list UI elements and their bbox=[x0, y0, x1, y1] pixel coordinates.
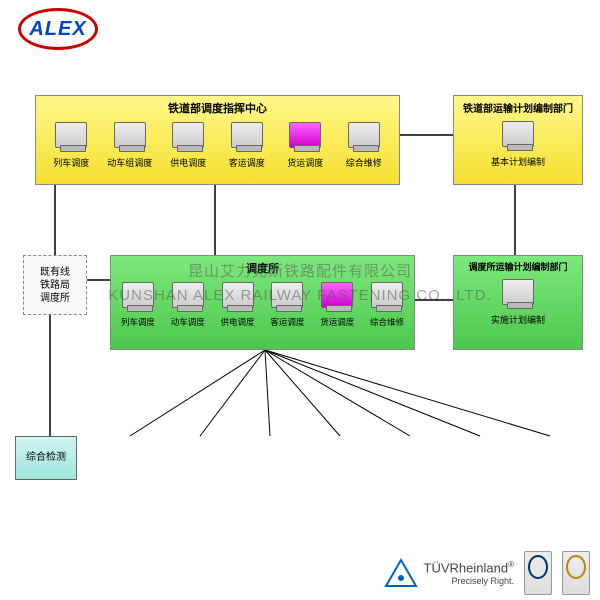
terminal-item: 供电调度 bbox=[163, 122, 213, 169]
terminal-item: 列车调度 bbox=[46, 122, 96, 169]
terminal-label: 列车调度 bbox=[121, 316, 155, 328]
terminal-label: 列车调度 bbox=[53, 156, 89, 169]
terminal-label: 货运调度 bbox=[287, 156, 323, 169]
tuv-logo: TÜVRheinland® Precisely Right. bbox=[384, 558, 514, 588]
monitor-icon bbox=[222, 282, 254, 308]
terminal-item: 实施计划编制 bbox=[493, 279, 543, 326]
terminal-label: 客运调度 bbox=[270, 316, 304, 328]
terminal-item: 客运调度 bbox=[265, 282, 309, 328]
tuv-main: TÜVRheinland bbox=[424, 561, 509, 576]
monitor-icon bbox=[114, 122, 146, 148]
footer-certifications: TÜVRheinland® Precisely Right. bbox=[384, 551, 590, 595]
mid-right-terminals: 实施计划编制 bbox=[454, 275, 582, 326]
terminal-item: 动车组调度 bbox=[105, 122, 155, 169]
top-dispatch-center-box: 铁道部调度指挥中心 列车调度 动车组调度 供电调度 客运调度 货运调度 综合维修 bbox=[35, 95, 400, 185]
existing-line-bureau-box: 既有线 铁路局 调度所 bbox=[23, 255, 87, 315]
terminal-label: 实施计划编制 bbox=[491, 313, 545, 326]
monitor-icon bbox=[231, 122, 263, 148]
bottom-node-box: 综合检测 bbox=[15, 436, 77, 480]
terminal-item: 客运调度 bbox=[222, 122, 272, 169]
top-right-title: 铁道部运输计划编制部门 bbox=[454, 96, 582, 117]
top-plan-dept-box: 铁道部运输计划编制部门 基本计划编制 bbox=[453, 95, 583, 185]
tuv-triangle-icon bbox=[384, 558, 418, 588]
mid-center-title: 调度所 bbox=[111, 256, 414, 278]
top-center-title: 铁道部调度指挥中心 bbox=[36, 96, 399, 118]
monitor-icon bbox=[289, 122, 321, 148]
monitor-icon bbox=[172, 282, 204, 308]
terminal-label: 客运调度 bbox=[229, 156, 265, 169]
mid-right-title: 调度所运输计划编制部门 bbox=[454, 256, 582, 275]
monitor-icon bbox=[122, 282, 154, 308]
terminal-item: 货运调度 bbox=[315, 282, 359, 328]
monitor-icon bbox=[172, 122, 204, 148]
monitor-icon bbox=[321, 282, 353, 308]
top-right-terminals: 基本计划编制 bbox=[454, 117, 582, 168]
terminal-label: 供电调度 bbox=[170, 156, 206, 169]
terminal-item: 动车调度 bbox=[166, 282, 210, 328]
terminal-label: 动车组调度 bbox=[107, 156, 152, 169]
terminal-label: 供电调度 bbox=[221, 316, 255, 328]
terminal-label: 综合维修 bbox=[346, 156, 382, 169]
terminal-item: 综合维修 bbox=[365, 282, 409, 328]
monitor-icon bbox=[348, 122, 380, 148]
top-center-terminals: 列车调度 动车组调度 供电调度 客运调度 货运调度 综合维修 bbox=[36, 118, 399, 169]
alex-logo: ALEX bbox=[18, 8, 98, 53]
monitor-icon bbox=[502, 121, 534, 147]
terminal-item: 基本计划编制 bbox=[493, 121, 543, 168]
dispatch-plan-dept-box: 调度所运输计划编制部门 实施计划编制 bbox=[453, 255, 583, 350]
tuv-sub: Precisely Right. bbox=[424, 576, 514, 586]
monitor-icon bbox=[371, 282, 403, 308]
monitor-icon bbox=[502, 279, 534, 305]
monitor-icon bbox=[271, 282, 303, 308]
monitor-icon bbox=[55, 122, 87, 148]
system-diagram: 铁道部调度指挥中心 列车调度动车组调度供电调度客运调度货运调度综合维修 铁道部运… bbox=[15, 80, 585, 480]
mid-center-terminals: 列车调度 动车调度 供电调度 客运调度 货运调度 综合维修 bbox=[111, 278, 414, 328]
terminal-label: 基本计划编制 bbox=[491, 155, 545, 168]
cert-badge-blue bbox=[524, 551, 552, 595]
terminal-label: 动车调度 bbox=[171, 316, 205, 328]
cert-badge-gold bbox=[562, 551, 590, 595]
terminal-item: 货运调度 bbox=[280, 122, 330, 169]
logo-text: ALEX bbox=[29, 18, 86, 41]
terminal-label: 综合维修 bbox=[370, 316, 404, 328]
terminal-item: 供电调度 bbox=[216, 282, 260, 328]
dispatch-station-box: 调度所 列车调度 动车调度 供电调度 客运调度 货运调度 综合维修 bbox=[110, 255, 415, 350]
terminal-item: 综合维修 bbox=[339, 122, 389, 169]
terminal-item: 列车调度 bbox=[116, 282, 160, 328]
terminal-label: 货运调度 bbox=[320, 316, 354, 328]
tuv-text: TÜVRheinland® Precisely Right. bbox=[424, 560, 514, 585]
